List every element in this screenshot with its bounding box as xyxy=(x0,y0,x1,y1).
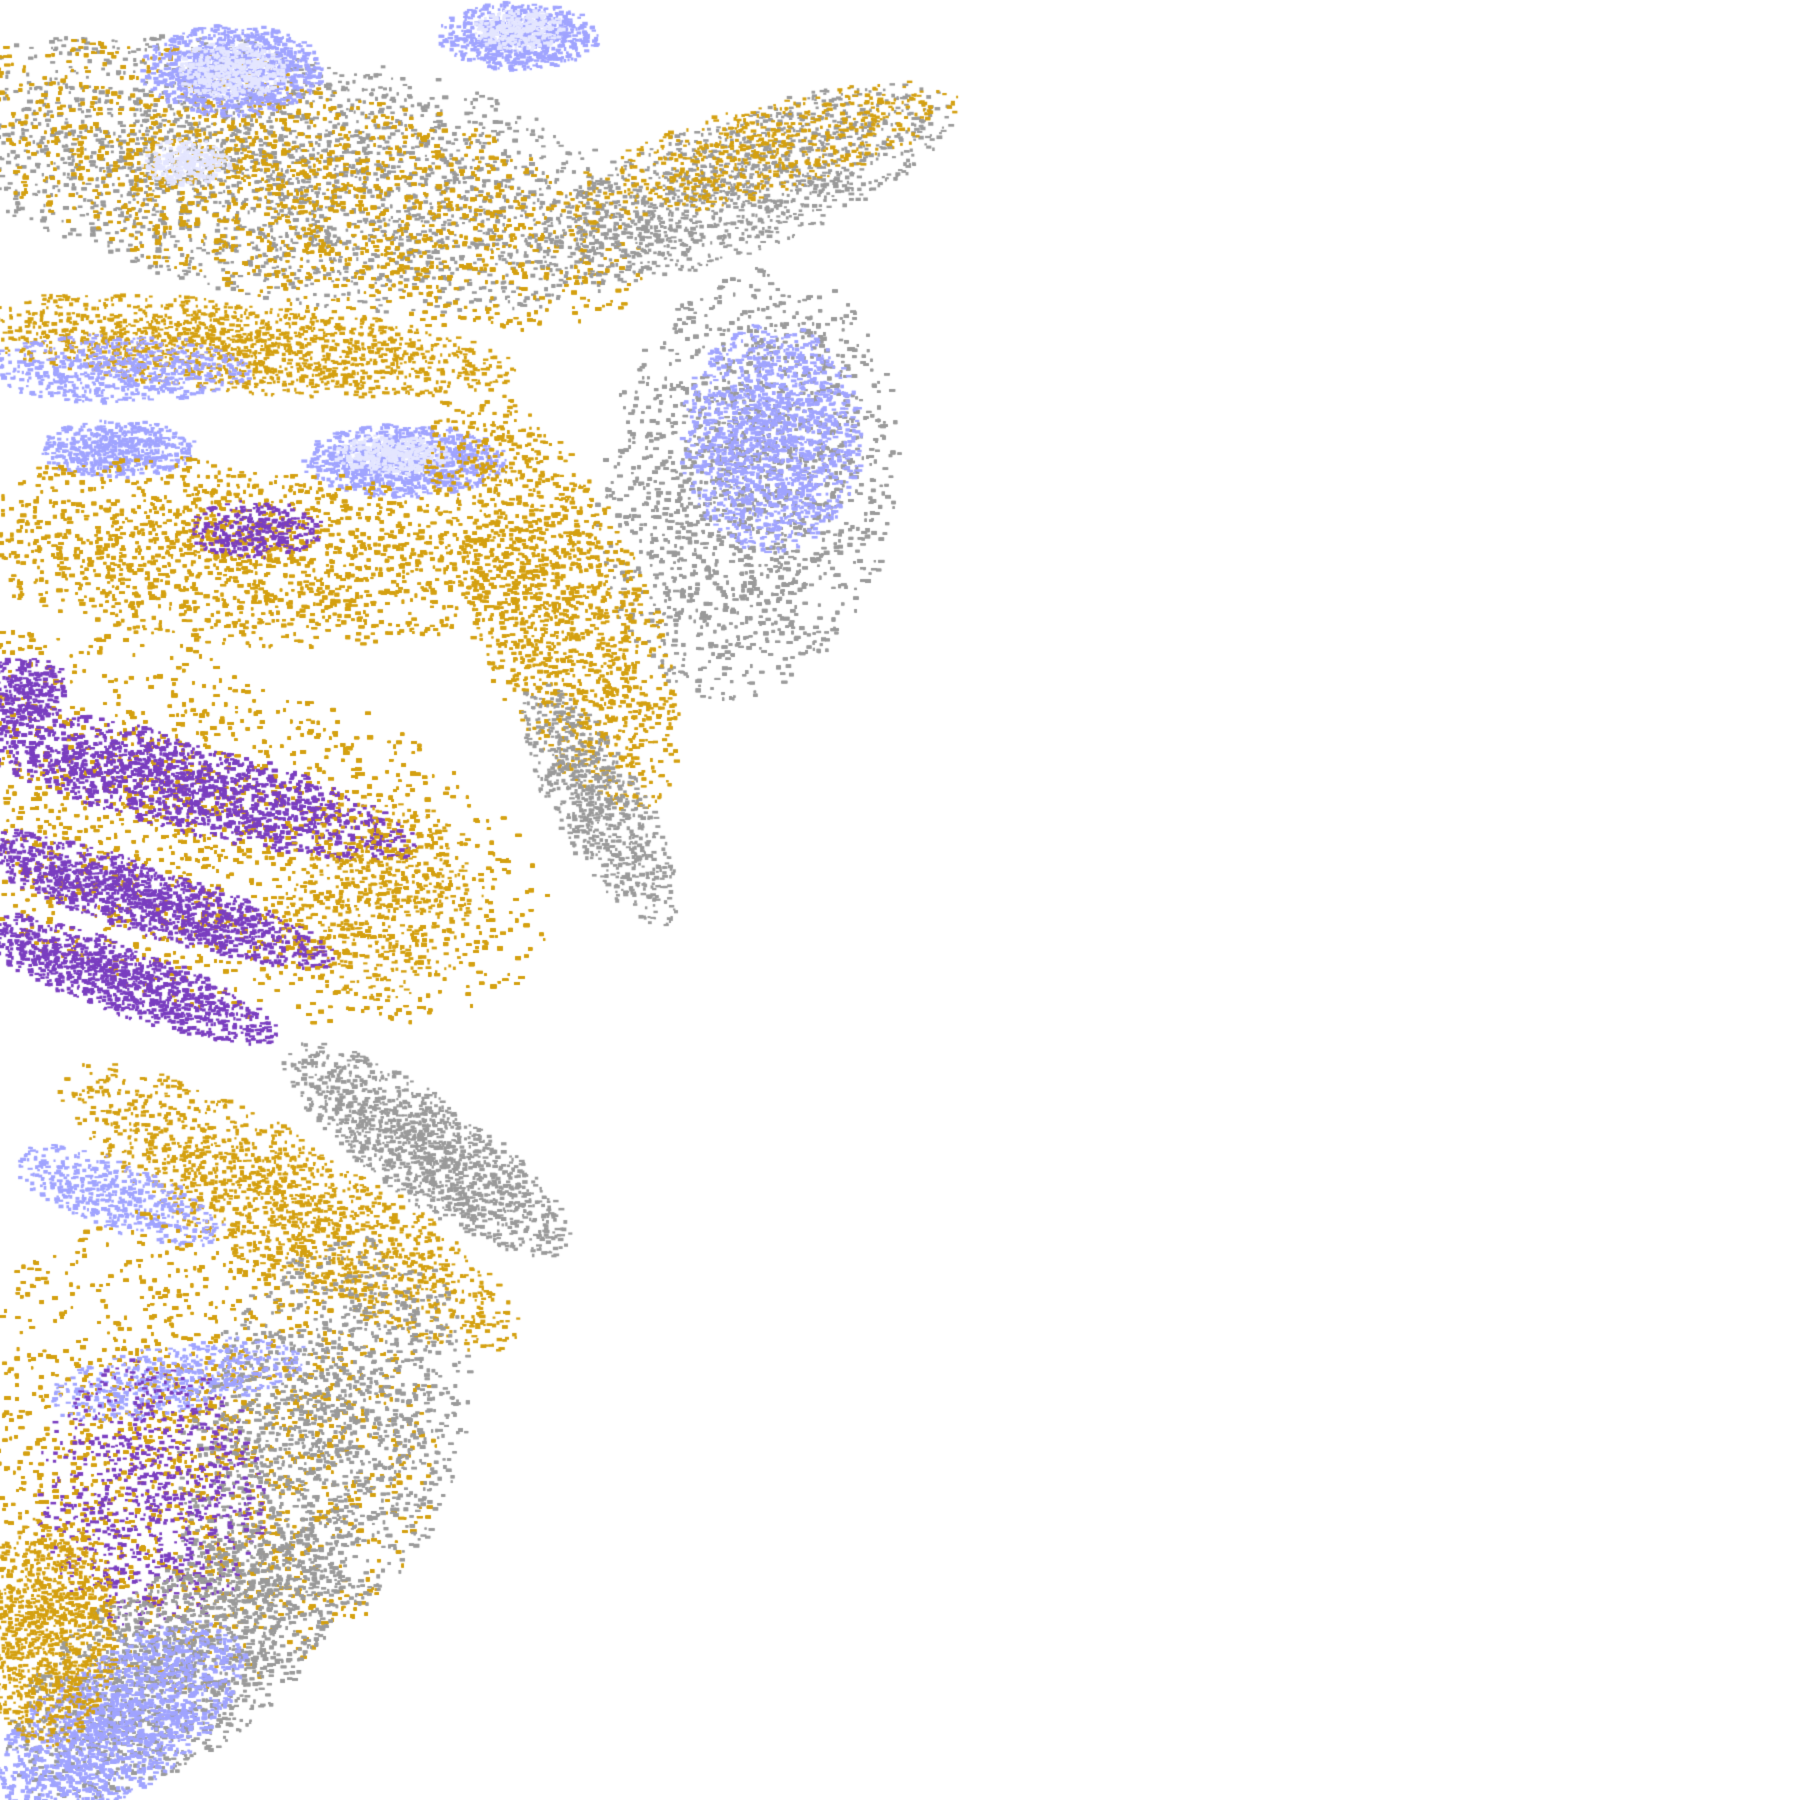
satellite-imagery-view xyxy=(0,0,1800,1800)
cloud-imagery-canvas xyxy=(0,0,1800,1800)
